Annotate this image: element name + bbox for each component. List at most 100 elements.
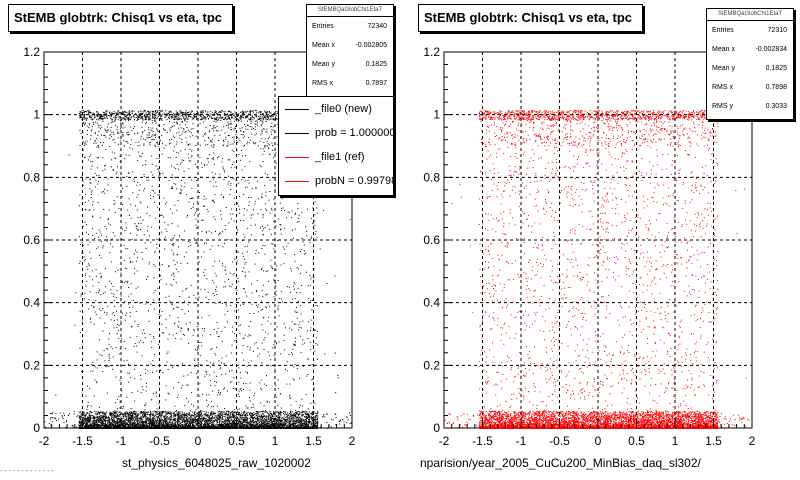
scatter-point: [246, 413, 247, 415]
scatter-point: [157, 427, 159, 429]
scatter-point: [114, 421, 116, 423]
scatter-point: [87, 421, 89, 423]
scatter-point: [145, 426, 147, 428]
scatter-point: [115, 424, 117, 426]
scatter-point: [166, 420, 168, 422]
scatter-point: [149, 420, 151, 422]
scatter-point: [84, 417, 86, 419]
scatter-point: [192, 418, 194, 419]
scatter-point: [83, 423, 85, 425]
scatter-point: [110, 411, 112, 413]
scatter-point: [206, 419, 208, 421]
scatter-point: [267, 421, 269, 422]
scatter-point: [176, 422, 178, 424]
scatter-point: [212, 411, 214, 413]
scatter-point: [234, 427, 236, 429]
scatter-point: [251, 420, 253, 422]
scatter-point: [116, 415, 118, 417]
scatter-point: [199, 413, 201, 415]
scatter-point: [104, 420, 106, 422]
scatter-point: [267, 428, 269, 429]
scatter-point: [127, 415, 129, 417]
scatter-point: [225, 419, 227, 421]
scatter-point: [123, 421, 125, 423]
scatter-point: [249, 424, 251, 426]
scatter-point: [132, 413, 133, 415]
scatter-point: [222, 416, 224, 418]
scatter-point: [286, 412, 288, 414]
scatter-point: [273, 418, 275, 420]
scatter-point: [194, 411, 196, 413]
scatter-point: [81, 428, 83, 429]
scatter-point: [81, 423, 83, 425]
scatter-point: [168, 427, 170, 429]
scatter-point: [222, 411, 224, 413]
scatter-point: [219, 428, 221, 429]
scatter-point: [121, 419, 123, 421]
scatter-point: [234, 419, 235, 421]
scatter-point: [300, 427, 302, 429]
scatter-point: [122, 426, 124, 428]
scatter-point: [137, 428, 138, 429]
scatter-point: [189, 419, 191, 421]
scatter-point: [230, 418, 232, 420]
scatter-point: [312, 417, 314, 419]
scatter-point: [163, 415, 165, 417]
scatter-point: [91, 424, 92, 426]
scatter-point: [149, 419, 150, 420]
scatter-point: [137, 418, 138, 420]
scatter-point: [220, 417, 222, 418]
scatter-point: [85, 413, 87, 415]
scatter-point: [139, 411, 141, 413]
scatter-point: [139, 418, 141, 420]
scatter-point: [195, 419, 197, 421]
scatter-point: [215, 412, 216, 414]
scatter-point: [127, 413, 129, 415]
scatter-point: [117, 415, 119, 417]
scatter-point: [135, 413, 137, 415]
scatter-point: [82, 413, 84, 414]
scatter-point: [255, 425, 257, 427]
scatter-point: [90, 426, 92, 428]
scatter-point: [192, 421, 194, 423]
scatter-point: [89, 421, 91, 423]
scatter-point: [218, 424, 220, 426]
scatter-point: [181, 419, 183, 421]
scatter-point: [98, 411, 100, 413]
scatter-point: [240, 426, 241, 427]
scatter-point: [136, 419, 138, 421]
scatter-point: [215, 425, 216, 427]
scatter-point: [89, 413, 91, 415]
scatter-point: [126, 426, 128, 428]
scatter-point: [145, 428, 146, 429]
scatter-point: [124, 427, 126, 429]
scatter-point: [168, 412, 170, 414]
scatter-point: [229, 420, 231, 422]
scatter-point: [127, 414, 129, 416]
scatter-point: [101, 411, 103, 413]
scatter-point: [287, 419, 289, 421]
scatter-point: [207, 423, 209, 425]
scatter-point: [291, 418, 293, 420]
scatter-point: [199, 416, 201, 418]
scatter-point: [132, 415, 134, 417]
scatter-point: [257, 425, 259, 426]
scatter-point: [144, 416, 146, 418]
scatter-point: [143, 411, 145, 413]
scatter-point: [202, 420, 204, 422]
scatter-point: [264, 421, 266, 423]
scatter-point: [281, 421, 283, 423]
scatter-point: [243, 426, 244, 428]
scatter-point: [261, 427, 263, 429]
scatter-point: [214, 427, 216, 429]
scatter-point: [147, 425, 149, 427]
scatter-point: [249, 425, 251, 427]
scatter-point: [276, 425, 278, 427]
scatter-point: [192, 420, 194, 421]
scatter-point: [292, 421, 294, 423]
scatter-point: [302, 411, 303, 412]
scatter-point: [220, 415, 221, 417]
scatter-point: [213, 413, 215, 415]
scatter-point: [212, 428, 214, 429]
scatter-point: [202, 426, 204, 428]
